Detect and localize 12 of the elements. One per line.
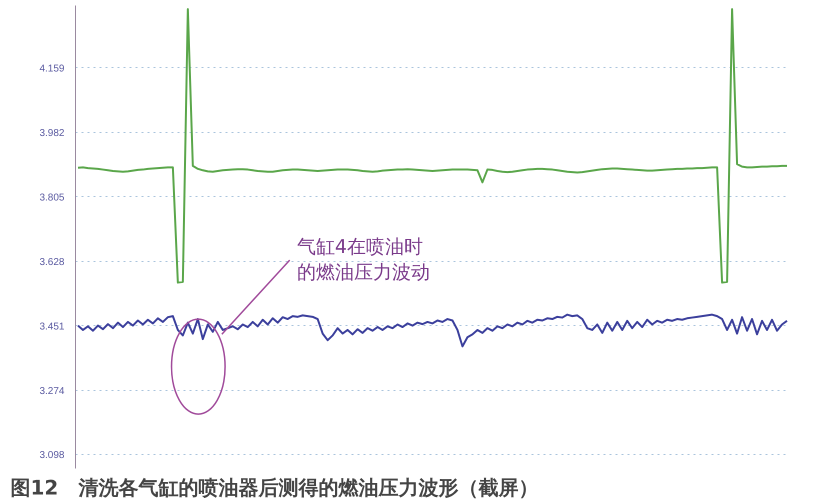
y-tick-label: 3.982 xyxy=(39,128,65,139)
text: 图12 清洗各气缸的喷油器后测得的燃油压力波形（截屏） xyxy=(10,476,538,500)
annotation: 气缸4在喷油时 xyxy=(296,236,423,258)
y-tick-label: 3.451 xyxy=(39,321,65,332)
y-tick-label: 3.628 xyxy=(39,256,65,268)
y-tick-label: 4.159 xyxy=(39,63,65,74)
y-tick-label: 3.098 xyxy=(39,450,65,462)
line-series xyxy=(76,314,788,348)
y-tick-label: 3.274 xyxy=(39,386,65,397)
annotation: 的燃油压力波动 xyxy=(296,261,430,284)
y-tick-label: 3.805 xyxy=(39,192,65,204)
line-series xyxy=(76,8,788,284)
